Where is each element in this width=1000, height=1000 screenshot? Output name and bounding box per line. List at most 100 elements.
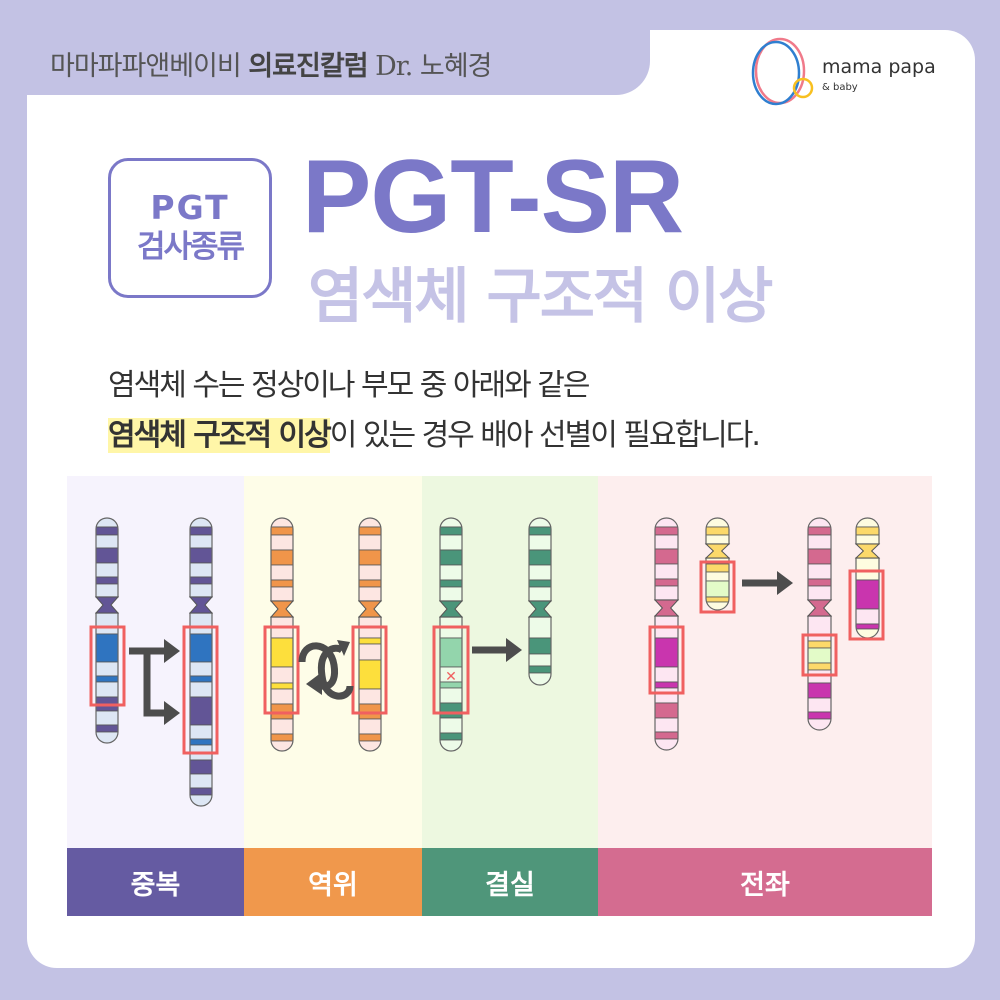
chromosome-band — [706, 571, 729, 582]
centromere — [704, 543, 731, 559]
chromosome-band — [529, 653, 551, 667]
centromere — [188, 596, 214, 614]
chromosome-band — [359, 688, 381, 705]
chromosome-band — [808, 534, 831, 550]
chromosome-band — [529, 672, 551, 685]
highlight-box — [89, 625, 126, 707]
label-text: 중복 — [130, 869, 181, 901]
centromere — [357, 600, 383, 618]
chromosome-band — [271, 549, 293, 566]
chromosome-band — [271, 718, 293, 735]
chromosome-band — [706, 596, 729, 603]
chromosome-band — [271, 688, 293, 705]
chromosome-band — [440, 637, 462, 668]
description-highlight: 염색체 구조적 이상 — [108, 418, 332, 453]
chromosome-band — [271, 740, 293, 751]
chromosome-band — [706, 518, 729, 528]
chromosome-band — [96, 675, 118, 683]
chromosome-band — [440, 526, 462, 536]
chromosome-band — [529, 564, 551, 581]
chromosome-a-derivative — [806, 517, 833, 731]
chromosome-band — [808, 526, 831, 536]
chromosome-band — [190, 562, 212, 578]
chromosome-band — [529, 518, 551, 528]
highlight-box — [801, 633, 838, 677]
chromosome-normal — [269, 517, 295, 752]
chromosome-band — [856, 628, 879, 638]
chromosome-deleted — [527, 517, 553, 686]
chromosome-band — [529, 579, 551, 588]
chromosome-band — [856, 623, 879, 630]
chromosome-band — [96, 576, 118, 585]
page-subtitle: 염색체 구조적 이상 — [308, 262, 773, 332]
centromere — [806, 599, 833, 617]
chromosome-band — [359, 549, 381, 566]
chromosome-band — [190, 681, 212, 698]
chromosome-band — [808, 711, 831, 720]
chromosome-band — [271, 534, 293, 551]
chromosome-band — [808, 697, 831, 713]
logo-text: mama papa — [822, 56, 936, 78]
chromosome-band — [808, 682, 831, 699]
chromosome-band — [440, 579, 462, 588]
chromosome-band — [808, 548, 831, 565]
chromosome-band — [808, 585, 831, 600]
chromosome-band — [655, 637, 678, 668]
chromosome-band — [440, 687, 462, 704]
chromosome-band — [655, 578, 678, 587]
chromosome-inverted — [357, 517, 383, 752]
chromosome-band — [655, 518, 678, 528]
logo: mama papa & baby — [750, 36, 950, 108]
column-bold: 의료진칼럼 — [248, 51, 368, 82]
chromosome-band — [359, 659, 381, 690]
chromosome-band — [96, 534, 118, 549]
chromosome-band — [655, 717, 678, 733]
chromosome-band — [190, 534, 212, 549]
centromere — [527, 600, 553, 618]
chromosome-band — [655, 548, 678, 565]
chromosome-band — [440, 518, 462, 528]
chromosome-band — [856, 608, 879, 625]
label-text: 결실 — [485, 869, 535, 901]
deletion-x-icon: ✕ — [445, 669, 457, 685]
chromosome-band — [706, 601, 729, 610]
chromosome-band — [856, 558, 879, 581]
chromosome-band — [190, 613, 212, 635]
header-tab — [0, 0, 650, 95]
chromosome-band — [190, 738, 212, 746]
chromosome-band — [440, 717, 462, 734]
chromosome-band — [96, 562, 118, 578]
chromosome-band — [529, 534, 551, 551]
chromosome-b-derivative — [854, 517, 881, 639]
page-title: PGT-SR — [302, 139, 684, 255]
chromosome-band — [706, 563, 729, 573]
chromosome-band — [96, 724, 118, 733]
chromosome-band — [359, 518, 381, 528]
chromosome-band — [96, 633, 118, 663]
chromosome-band — [529, 526, 551, 536]
chromosome-band — [440, 549, 462, 566]
duplication-arrow-icon — [129, 639, 180, 725]
chromosome-band — [655, 687, 678, 704]
swap-arrows-icon — [298, 640, 354, 700]
logo-subtext: & baby — [822, 82, 858, 93]
description-rest: 이 있는 경우 배아 선별이 필요합니다. — [329, 418, 761, 453]
label-inversion: 역위 — [244, 848, 422, 916]
chromosome-band — [856, 518, 879, 528]
highlight-box — [848, 569, 885, 641]
badge-line2: 검사종류 — [136, 229, 245, 265]
chromosome-band — [359, 733, 381, 742]
highlight-box — [182, 625, 219, 755]
chromosome-band — [529, 586, 551, 601]
chromosome-band — [96, 681, 118, 698]
chromosome-band — [96, 583, 118, 597]
centromere — [269, 600, 295, 618]
chromosome-band — [190, 787, 212, 796]
chromosome-band — [359, 534, 381, 551]
description-line2: 염색체 구조적 이상이 있는 경우 배아 선별이 필요합니다. — [108, 410, 761, 454]
centromere — [854, 543, 881, 559]
chromosome-band — [190, 576, 212, 585]
chromosome-normal — [94, 517, 120, 744]
label-deletion: 결실 — [422, 848, 598, 916]
